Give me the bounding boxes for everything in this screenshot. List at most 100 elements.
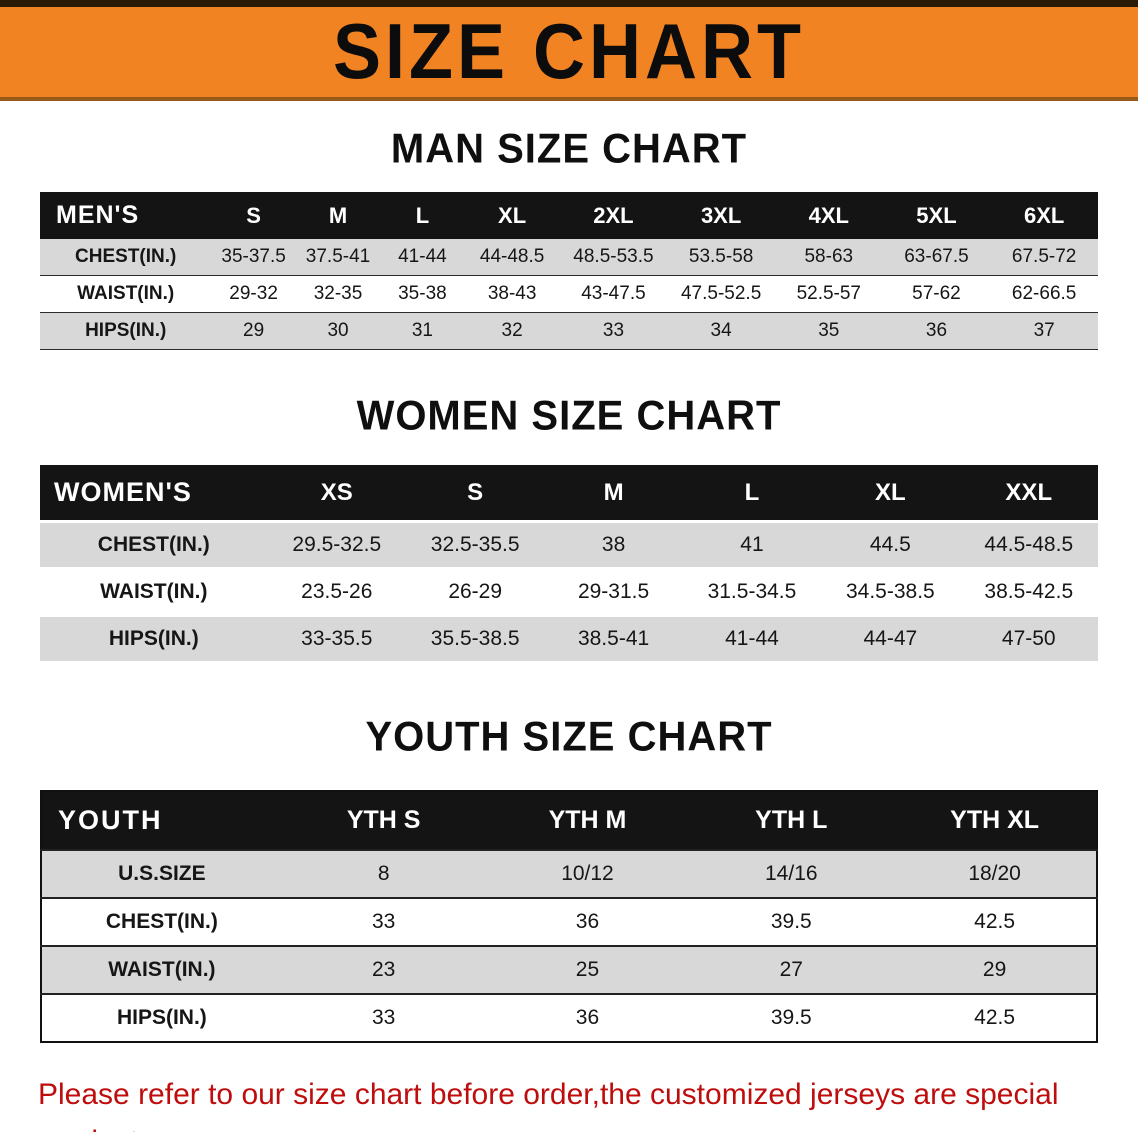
table-header-row: MEN'S S M L XL 2XL 3XL 4XL 5XL 6XL (40, 192, 1098, 239)
measurement-row-label: CHEST(IN.) (75, 246, 177, 267)
measurement-row-label: U.S.SIZE (118, 862, 206, 885)
size-value-cell: 36 (925, 320, 948, 341)
size-value-cell: 36 (575, 910, 600, 933)
men-size-chart-heading: MAN SIZE CHART (390, 125, 748, 173)
size-value-cell: 35 (818, 320, 840, 341)
size-column-header: XXL (959, 465, 1098, 522)
size-value-cell: 44.5 (869, 533, 911, 556)
table-row: WAIST(IN.) 29-32 32-35 35-38 38-43 43-47.5 47.… (40, 276, 1098, 313)
women-size-chart-section: WOMEN SIZE CHART WOMEN'S XS S M L XL XXL CHEST(… (0, 392, 1138, 661)
size-value-cell: 36 (575, 1006, 600, 1029)
size-column-header: XS (267, 465, 406, 522)
size-value-cell: 47.5-52.5 (680, 283, 762, 304)
size-chart-title: SIZE CHART (333, 8, 805, 96)
table-row: WAIST(IN.) 23 25 27 29 (41, 946, 1097, 994)
size-value-cell: 32-35 (313, 283, 363, 304)
size-value-cell: 38 (601, 533, 626, 556)
measurement-row-label: WAIST(IN.) (77, 283, 175, 304)
size-value-cell: 44.5-48.5 (984, 533, 1074, 556)
size-value-cell: 52.5-57 (796, 283, 862, 304)
size-value-cell: 37.5-41 (305, 246, 371, 267)
size-value-cell: 53.5-58 (688, 246, 754, 267)
men-size-table: MEN'S S M L XL 2XL 3XL 4XL 5XL 6XL CHEST(IN.) 35-37… (40, 192, 1098, 350)
measurement-row-label: HIPS(IN.) (116, 1006, 207, 1029)
size-value-cell: 58-63 (804, 246, 854, 267)
size-value-cell: 23.5-26 (301, 580, 373, 603)
size-chart-banner: SIZE CHART (0, 0, 1138, 101)
size-value-cell: 38.5-42.5 (984, 580, 1074, 603)
size-column-header: M (295, 192, 381, 239)
size-column-header: YTH XL (893, 791, 1097, 850)
youth-size-chart-section: YOUTH SIZE CHART YOUTH YTH S YTH M YTH L YTH… (0, 714, 1138, 1043)
table-header-row: WOMEN'S XS S M L XL XXL (40, 465, 1098, 522)
size-value-cell: 42.5 (974, 910, 1016, 933)
size-value-cell: 41-44 (725, 627, 779, 650)
size-column-header: YTH L (689, 791, 894, 850)
size-value-cell: 48.5-53.5 (573, 246, 654, 267)
size-value-cell: 33-35.5 (301, 627, 373, 650)
size-value-cell: 35-37.5 (221, 246, 286, 267)
size-value-cell: 37 (1033, 320, 1055, 341)
size-value-cell: 29 (982, 958, 1007, 981)
size-value-cell: 35-38 (398, 283, 447, 304)
size-value-cell: 29.5-32.5 (292, 533, 382, 556)
table-corner-label: MEN'S (40, 192, 212, 239)
disclaimer-line-1: Please refer to our size chart before or… (38, 1078, 1059, 1132)
size-value-cell: 33 (602, 320, 625, 341)
size-value-cell: 31 (411, 320, 433, 341)
women-size-table: WOMEN'S XS S M L XL XXL CHEST(IN.) 29.5-32.5 32.5… (40, 465, 1098, 661)
size-value-cell: 67.5-72 (1011, 246, 1077, 267)
size-value-cell: 18/20 (968, 862, 1021, 885)
measurement-row-label: CHEST(IN.) (97, 533, 210, 556)
size-value-cell: 8 (377, 862, 390, 885)
table-row: CHEST(IN.) 33 36 39.5 42.5 (41, 898, 1097, 946)
size-value-cell: 27 (779, 958, 803, 981)
size-value-cell: 39.5 (770, 1006, 812, 1029)
size-value-cell: 23 (371, 958, 396, 981)
size-value-cell: 41-44 (398, 246, 447, 267)
measurement-row-label: HIPS(IN.) (85, 320, 167, 341)
size-value-cell: 41 (740, 533, 764, 556)
size-value-cell: 29-32 (229, 283, 278, 304)
size-value-cell: 63-67.5 (904, 246, 969, 267)
size-column-header: 5XL (882, 192, 991, 239)
size-value-cell: 30 (327, 320, 349, 341)
size-value-cell: 34 (710, 320, 732, 341)
table-row: CHEST(IN.) 35-37.5 37.5-41 41-44 44-48.5 48.5… (40, 239, 1098, 276)
size-value-cell: 47-50 (1001, 627, 1056, 650)
size-value-cell: 32 (501, 320, 523, 341)
youth-size-table: YOUTH YTH S YTH M YTH L YTH XL U.S.SIZE 8 10/12… (40, 790, 1098, 1043)
size-column-header: XL (821, 465, 960, 522)
table-row: HIPS(IN.) 33 36 39.5 42.5 (41, 994, 1097, 1042)
size-value-cell: 38-43 (487, 283, 537, 304)
size-column-header: 6XL (990, 192, 1098, 239)
table-row: CHEST(IN.) 29.5-32.5 32.5-35.5 38 41 44.5 44.5… (40, 521, 1098, 569)
size-value-cell: 14/16 (765, 862, 818, 885)
size-column-header: L (380, 192, 465, 239)
size-column-header: YTH S (281, 791, 486, 850)
size-column-header: 2XL (559, 192, 668, 239)
size-value-cell: 26-29 (448, 580, 503, 603)
size-value-cell: 44-47 (863, 627, 918, 650)
size-value-cell: 10/12 (561, 862, 614, 885)
size-column-header: S (211, 192, 296, 239)
size-value-cell: 33 (371, 1006, 396, 1029)
men-size-chart-section: MAN SIZE CHART MEN'S S M L XL 2XL 3XL 4XL 5XL 6XL… (0, 125, 1138, 350)
size-value-cell: 62-66.5 (1011, 283, 1077, 304)
size-column-header: S (405, 465, 545, 522)
table-corner-label: WOMEN'S (40, 465, 268, 522)
size-value-cell: 29 (243, 320, 265, 341)
size-value-cell: 29-31.5 (577, 580, 650, 603)
size-column-header: 4XL (774, 192, 883, 239)
table-row: U.S.SIZE 8 10/12 14/16 18/20 (41, 850, 1097, 898)
women-size-chart-heading: WOMEN SIZE CHART (356, 392, 782, 440)
size-value-cell: 35.5-38.5 (430, 627, 520, 650)
size-value-cell: 31.5-34.5 (707, 580, 797, 603)
table-header-row: YOUTH YTH S YTH M YTH L YTH XL (41, 791, 1097, 850)
measurement-row-label: CHEST(IN.) (105, 910, 218, 933)
size-value-cell: 43-47.5 (581, 283, 646, 304)
table-row: WAIST(IN.) 23.5-26 26-29 29-31.5 31.5-34.5 34… (40, 568, 1098, 616)
table-row: HIPS(IN.) 33-35.5 35.5-38.5 38.5-41 41-44 44-… (40, 615, 1098, 661)
measurement-row-label: WAIST(IN.) (108, 958, 216, 981)
